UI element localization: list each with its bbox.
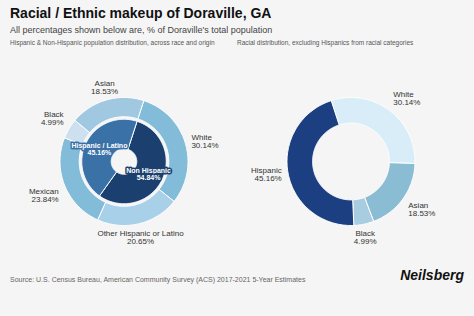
svg-text:Other Hispanic or Latino20.65%: Other Hispanic or Latino20.65% [97, 229, 184, 246]
html-text:All percentages shown below ar: All percentages shown below are, % of Do… [10, 25, 273, 35]
html-text:Source: U.S. Census Bureau, Am: Source: U.S. Census Bureau, American Com… [10, 276, 306, 283]
html-text:Racial / Ethnic makeup of Dora: Racial / Ethnic makeup of Doraville, GA [10, 5, 272, 21]
svg-text:Hispanic45.16%: Hispanic45.16% [251, 166, 282, 183]
svg-text:White30.14%: White30.14% [393, 90, 420, 107]
svg-text:Asian18.53%: Asian18.53% [408, 201, 435, 218]
svg-text:Hispanic / Latino45.16%: Hispanic / Latino45.16% [71, 142, 127, 156]
svg-text:Mexican23.84%: Mexican23.84% [29, 187, 59, 204]
html-text:Neilsberg: Neilsberg [400, 267, 464, 283]
html-text:Hispanic & Non-Hispanic popula: Hispanic & Non-Hispanic population distr… [10, 39, 215, 46]
svg-text:Asian18.53%: Asian18.53% [91, 79, 118, 96]
svg-text:Black4.99%: Black4.99% [354, 229, 377, 246]
svg-text:Black4.99%: Black4.99% [41, 110, 65, 127]
svg-text:White30.14%: White30.14% [191, 133, 218, 150]
html-text:Racial distribution, excluding: Racial distribution, excluding Hispanics… [237, 39, 414, 46]
svg-text:Non Hispanic54.84%: Non Hispanic54.84% [126, 167, 171, 181]
